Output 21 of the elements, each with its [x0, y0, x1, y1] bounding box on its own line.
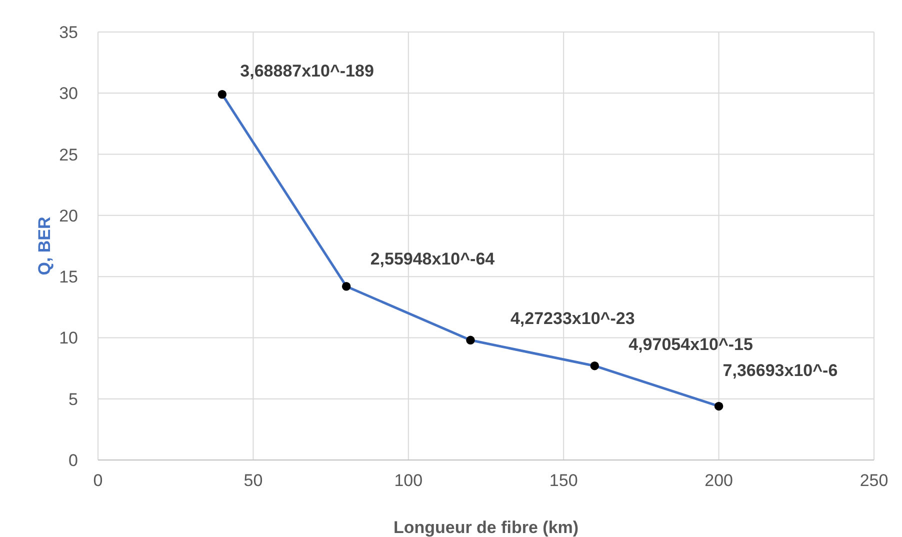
- annotation: 3,68887x10^-189: [240, 61, 374, 80]
- y-tick-label: 0: [68, 451, 78, 470]
- y-tick-label: 10: [59, 328, 78, 348]
- annotation: 4,27233x10^-23: [510, 309, 635, 328]
- x-tick-label: 0: [93, 471, 103, 490]
- y-tick-label: 5: [68, 390, 78, 409]
- y-tick-label: 25: [59, 145, 78, 164]
- annotation: 2,55948x10^-64: [370, 249, 496, 268]
- y-axis-title: Q, BER: [35, 216, 54, 276]
- annotation: 4,97054x10^-15: [628, 334, 753, 354]
- y-tick-label: 35: [59, 23, 78, 42]
- x-tick-label: 50: [244, 471, 263, 490]
- x-tick-label: 200: [704, 471, 733, 490]
- y-tick-label: 15: [59, 268, 78, 287]
- x-axis-title: Longueur de fibre (km): [393, 518, 579, 537]
- x-tick-label: 150: [549, 471, 578, 490]
- y-tick-label: 20: [59, 206, 78, 226]
- y-tick-label: 30: [59, 84, 78, 104]
- x-tick-label: 100: [394, 471, 423, 490]
- x-tick-label: 250: [860, 471, 888, 490]
- annotation: 7,36693x10^-6: [722, 361, 838, 380]
